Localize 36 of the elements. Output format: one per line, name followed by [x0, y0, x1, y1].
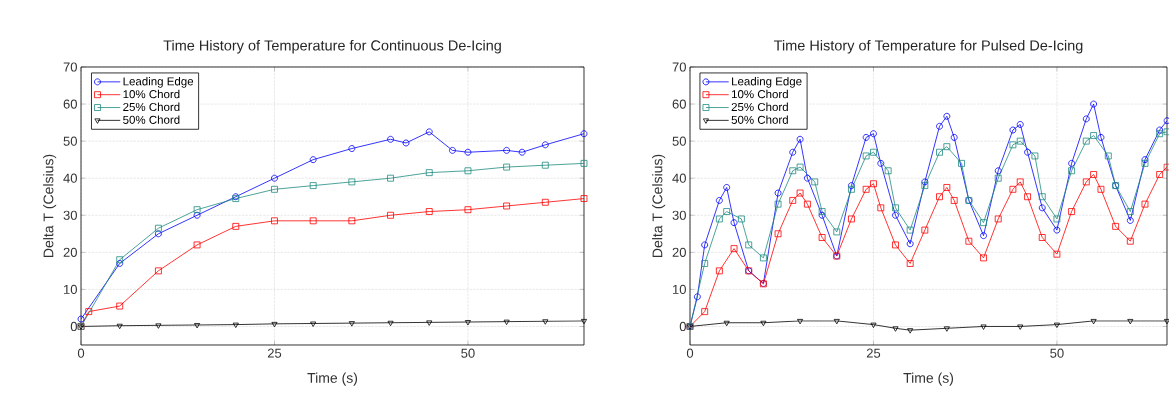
y-tick-label: 60 [63, 99, 77, 109]
y-tick-label: 40 [672, 173, 686, 183]
legend-label: Leading Edge [732, 76, 802, 88]
x-tick-label: 50 [461, 348, 475, 358]
x-tick-label: 25 [866, 348, 881, 358]
legend-label: 10% Chord [123, 89, 180, 99]
legend-label: Leading Edge [123, 76, 194, 88]
y-tick-label: 30 [63, 210, 77, 220]
x-axis-title: Time (s) [307, 372, 358, 386]
y-axis-title: Delta T (Celsius) [652, 154, 666, 257]
legend-label: 25% Chord [123, 102, 180, 112]
chart-title: Time History of Temperature for Pulsed De-Icing [773, 39, 1083, 54]
y-tick-label: 40 [63, 173, 77, 183]
y-tick-label: 60 [672, 99, 686, 109]
y-tick-label: 20 [672, 247, 686, 257]
x-tick-label: 25 [267, 348, 282, 358]
y-tick-label: 0 [70, 321, 77, 332]
x-tick-label: 50 [1050, 348, 1064, 358]
chart-title: Time History of Temperature for Continuous De-Icing [163, 39, 501, 54]
y-tick-label: 50 [63, 136, 77, 146]
x-tick-label: 0 [686, 348, 694, 358]
legend-label: 25% Chord [731, 102, 788, 112]
x-axis-title: Time (s) [903, 372, 954, 386]
y-tick-label: 10 [64, 284, 77, 294]
legend-label: 50% Chord [123, 115, 180, 124]
y-tick-label: 10 [673, 284, 686, 294]
y-tick-label: 20 [63, 247, 77, 257]
y-tick-label: 50 [672, 136, 686, 146]
legend-label: 50% Chord [731, 115, 788, 124]
x-tick-label: 0 [77, 348, 85, 358]
legend-label: 10% Chord [731, 89, 788, 99]
y-axis-title: Delta T (Celsius) [43, 154, 57, 257]
y-tick-label: 30 [672, 210, 686, 220]
y-tick-label: 70 [63, 62, 77, 72]
y-tick-label: 70 [672, 62, 686, 72]
y-tick-label: 0 [679, 321, 686, 332]
